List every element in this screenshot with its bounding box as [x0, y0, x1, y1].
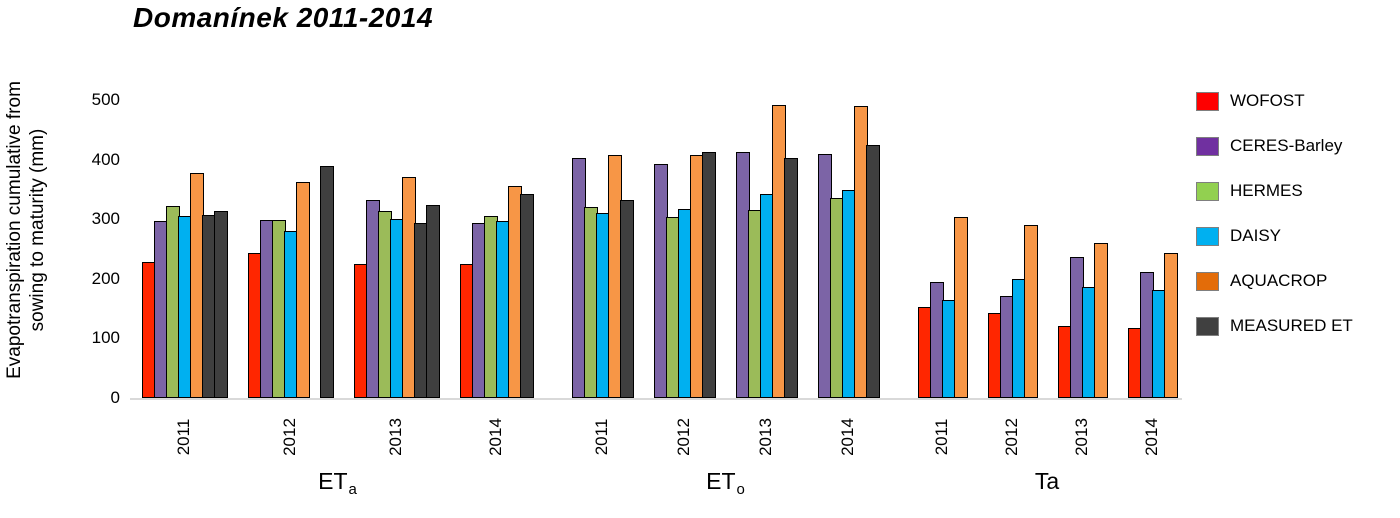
y-tick-200: 200: [91, 268, 120, 288]
section-label-subscript: a: [348, 481, 357, 498]
legend-item-aquacrop: AQUACROP: [1196, 271, 1353, 291]
year-label-eta-2012: 2012: [280, 418, 299, 456]
legend-item-hermes: HERMES: [1196, 181, 1353, 201]
year-label-ta-2012: 2012: [1002, 418, 1021, 456]
section-label-main: ET: [318, 468, 348, 494]
year-label-eta-2011: 2011: [174, 418, 193, 456]
legend-swatch-measured-et: [1196, 316, 1219, 336]
year-label-eto-2014: 2014: [838, 418, 857, 456]
legend-swatch-aquacrop: [1196, 271, 1219, 291]
legend-item-daisy: DAISY: [1196, 226, 1353, 246]
legend-label-measured-et: MEASURED ET: [1230, 316, 1353, 335]
section-label-main: Ta: [1034, 468, 1060, 494]
year-label-eto-2012: 2012: [674, 418, 693, 456]
legend-label-aquacrop: AQUACROP: [1230, 271, 1328, 290]
x-axis-line: [130, 398, 1182, 400]
year-label-eta-2014: 2014: [486, 418, 505, 456]
y-tick-0: 0: [110, 388, 120, 407]
year-label-ta-2011: 2011: [932, 418, 951, 456]
legend-swatch-ceres-barley: [1196, 136, 1219, 156]
section-label-eto: ETo: [706, 468, 745, 498]
bar-aquacrop-ta-2012: [1024, 224, 1038, 398]
section-label-ta: Ta: [1035, 468, 1059, 495]
y-tick-100: 100: [91, 328, 120, 348]
bar-aquacrop-ta-2014: [1164, 252, 1178, 398]
legend-swatch-daisy: [1196, 226, 1219, 246]
legend-item-wofost: WOFOST: [1196, 91, 1353, 111]
year-label-eto-2013: 2013: [756, 418, 775, 456]
y-tick-400: 400: [91, 149, 120, 169]
bar-measured-et-eto-2011: [620, 199, 634, 398]
legend-swatch-wofost: [1196, 91, 1219, 111]
bar-aquacrop-ta-2011: [954, 217, 968, 398]
year-label-ta-2014: 2014: [1142, 418, 1161, 456]
chart-title: Domanínek 2011-2014: [133, 2, 434, 33]
bar-measured-et-eta-2013: [426, 204, 440, 398]
y-axis-label-line-2: sowing to maturity (mm): [27, 128, 48, 332]
bar-measured-et-eto-2012: [702, 151, 716, 398]
bar-aquacrop-ta-2013: [1094, 243, 1108, 398]
year-label-eta-2013: 2013: [386, 418, 405, 456]
bar-measured-et-eta-2014: [520, 194, 534, 398]
legend-swatch-hermes: [1196, 181, 1219, 201]
y-axis-label-line-1: Evapotranspiration cumulative from: [4, 81, 25, 379]
legend-label-wofost: WOFOST: [1230, 91, 1305, 110]
section-label-eta: ETa: [318, 468, 357, 498]
bar-measured-et-eta-2012: [320, 165, 334, 398]
legend-label-hermes: HERMES: [1230, 181, 1303, 200]
bar-measured-et-eta-2011: [214, 210, 228, 398]
y-tick-300: 300: [91, 209, 120, 229]
bar-aquacrop-eta-2012: [296, 182, 310, 398]
section-label-main: ET: [706, 468, 736, 494]
y-tick-500: 500: [91, 90, 120, 109]
legend-item-ceres-barley: CERES-Barley: [1196, 136, 1353, 156]
legend-item-measured-et: MEASURED ET: [1196, 316, 1353, 336]
y-axis-label: Evapotranspiration cumulative from sowin…: [3, 81, 49, 379]
section-label-subscript: o: [736, 481, 745, 498]
legend: WOFOST CERES-Barley HERMES DAISY AQUACROP MEA…: [1196, 91, 1353, 361]
bar-measured-et-eto-2014: [866, 145, 880, 398]
bar-measured-et-eto-2013: [784, 158, 798, 398]
legend-label-daisy: DAISY: [1230, 226, 1282, 245]
year-label-ta-2013: 2013: [1072, 418, 1091, 456]
year-label-eto-2011: 2011: [592, 418, 611, 456]
legend-label-ceres-barley: CERES-Barley: [1230, 136, 1343, 155]
